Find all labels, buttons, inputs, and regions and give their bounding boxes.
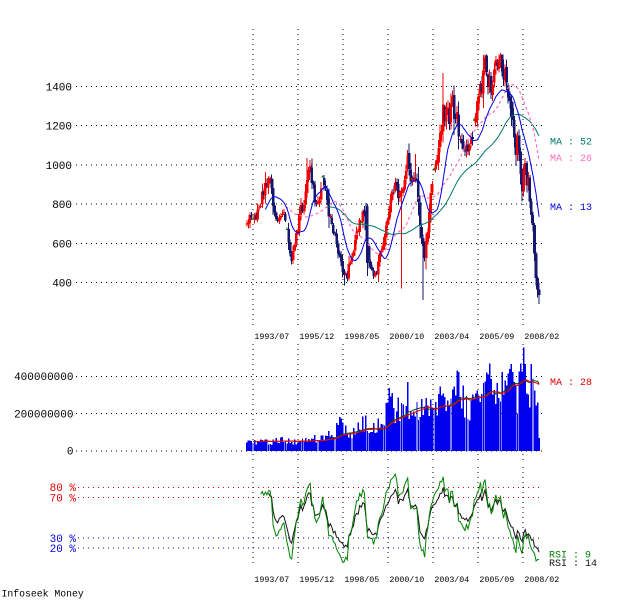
svg-text:20 %: 20 % <box>50 544 77 556</box>
svg-text:1000: 1000 <box>46 161 72 173</box>
svg-text:1998/05: 1998/05 <box>344 575 379 585</box>
svg-text:800: 800 <box>52 200 72 212</box>
svg-text:RSI : 14: RSI : 14 <box>549 559 597 570</box>
svg-text:2000/10: 2000/10 <box>389 332 424 342</box>
svg-text:2000/10: 2000/10 <box>389 575 424 585</box>
svg-text:2008/02: 2008/02 <box>524 575 559 585</box>
svg-text:80 %: 80 % <box>50 483 77 495</box>
svg-text:2003/04: 2003/04 <box>434 575 469 585</box>
svg-text:1400: 1400 <box>46 82 72 94</box>
svg-text:1995/12: 1995/12 <box>299 575 334 585</box>
svg-text:MA : 28: MA : 28 <box>550 378 592 389</box>
svg-text:1993/07: 1993/07 <box>254 575 289 585</box>
svg-text:MA : 26: MA : 26 <box>550 154 592 165</box>
svg-text:400: 400 <box>52 279 72 291</box>
svg-text:MA : 52: MA : 52 <box>550 137 592 148</box>
svg-text:2005/09: 2005/09 <box>479 332 514 342</box>
svg-text:400000000: 400000000 <box>14 372 73 384</box>
svg-text:70 %: 70 % <box>50 493 77 505</box>
svg-text:30 %: 30 % <box>50 534 77 546</box>
svg-text:1993/07: 1993/07 <box>254 332 289 342</box>
svg-text:2008/02: 2008/02 <box>524 332 559 342</box>
svg-text:Infoseek Money: Infoseek Money <box>2 589 84 600</box>
svg-text:1200: 1200 <box>46 122 72 134</box>
svg-text:2003/04: 2003/04 <box>434 332 469 342</box>
svg-text:200000000: 200000000 <box>14 409 73 421</box>
svg-text:MA : 13: MA : 13 <box>550 203 592 214</box>
svg-text:0: 0 <box>67 447 74 459</box>
svg-text:1998/05: 1998/05 <box>344 332 379 342</box>
svg-text:2005/09: 2005/09 <box>479 575 514 585</box>
svg-text:1995/12: 1995/12 <box>299 332 334 342</box>
svg-text:600: 600 <box>52 239 72 251</box>
svg-text:RSI : 9: RSI : 9 <box>549 551 591 562</box>
